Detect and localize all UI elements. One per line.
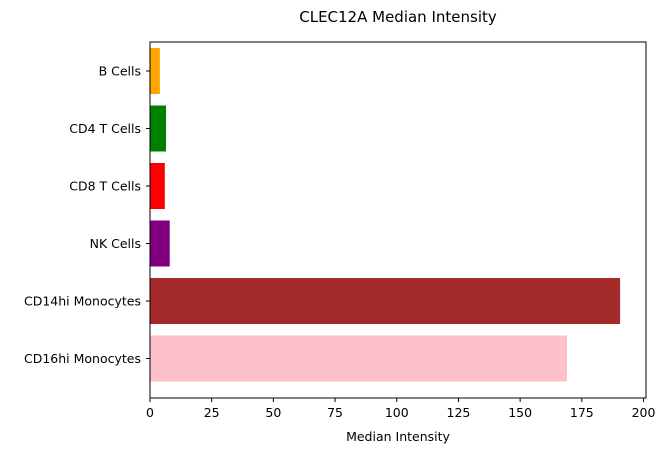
y-tick-label: NK Cells [90, 236, 141, 251]
x-tick-label: 50 [265, 405, 281, 420]
x-tick-label: 200 [632, 405, 656, 420]
bar-nk-cells [150, 220, 170, 267]
x-axis-ticks: 0 25 50 75 100 125 150 175 200 [146, 398, 656, 420]
x-tick-label: 75 [327, 405, 343, 420]
y-tick-label: CD8 T Cells [69, 179, 141, 194]
x-tick-label: 125 [447, 405, 471, 420]
y-axis-ticks: B Cells CD4 T Cells CD8 T Cells NK Cells CD1… [24, 64, 150, 366]
bar-cd14hi-monocytes [150, 278, 621, 324]
bars-group [150, 48, 621, 382]
chart-title: CLEC12A Median Intensity [299, 8, 497, 26]
y-tick-label: CD16hi Monocytes [24, 351, 141, 366]
x-axis-label: Median Intensity [346, 429, 450, 444]
plot-frame [149, 41, 647, 399]
x-tick-label: 150 [508, 405, 532, 420]
bar-cd4-t-cells [150, 105, 167, 152]
y-tick-label: B Cells [99, 64, 141, 79]
bar-b-cells [150, 48, 160, 94]
bar-cd16hi-monocytes [150, 335, 568, 382]
y-tick-label: CD14hi Monocytes [24, 294, 141, 309]
x-tick-label: 0 [146, 405, 154, 420]
y-tick-label: CD4 T Cells [69, 121, 141, 136]
x-tick-label: 25 [204, 405, 220, 420]
x-tick-label: 175 [570, 405, 594, 420]
bar-cd8-t-cells [150, 163, 165, 209]
x-tick-label: 100 [385, 405, 409, 420]
